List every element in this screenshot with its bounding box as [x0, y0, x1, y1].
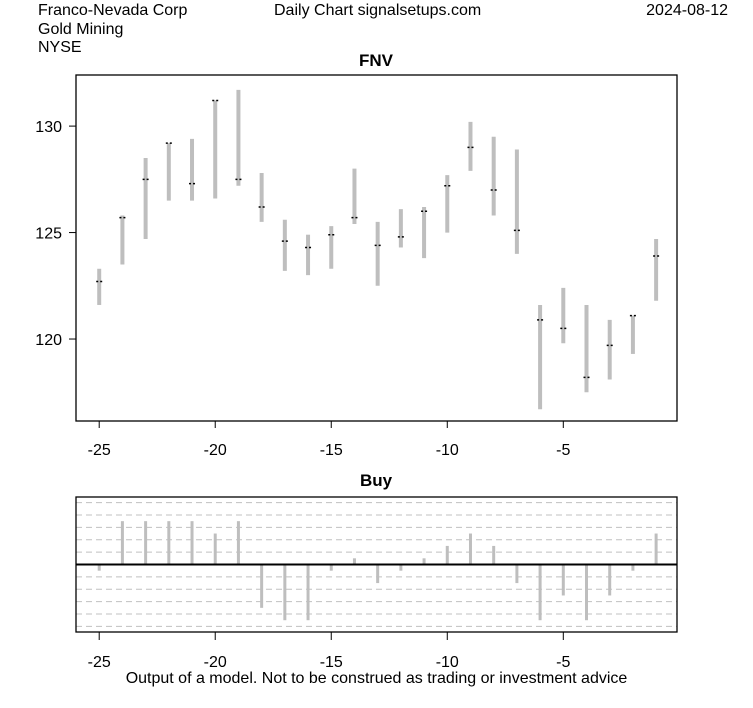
- chart-source: Daily Chart signalsetups.com: [274, 2, 482, 19]
- chart-date: 2024-08-12: [646, 2, 728, 19]
- exchange-label: NYSE: [38, 39, 82, 56]
- y-tick-label: 130: [35, 119, 62, 136]
- signal-plot-frame: [75, 496, 678, 633]
- y-tick-label: 125: [35, 226, 62, 243]
- x-tick-label: -5: [556, 654, 570, 671]
- sector-label: Gold Mining: [38, 21, 124, 38]
- signal-chart-title: Buy: [360, 471, 393, 490]
- x-tick-label: -15: [320, 654, 343, 671]
- disclaimer: Output of a model. Not to be construed a…: [125, 670, 628, 687]
- y-tick-label: 120: [35, 332, 62, 349]
- x-tick-label: -10: [436, 654, 459, 671]
- x-tick-label: -10: [436, 442, 459, 459]
- x-tick-label: -5: [556, 442, 570, 459]
- x-tick-label: -20: [204, 442, 227, 459]
- x-tick-label: -25: [88, 442, 111, 459]
- x-tick-label: -25: [88, 654, 111, 671]
- x-tick-label: -20: [204, 654, 227, 671]
- price-plot-frame: [75, 74, 678, 422]
- company-name: Franco-Nevada Corp: [38, 2, 188, 19]
- x-tick-label: -15: [320, 442, 343, 459]
- price-chart-title: FNV: [359, 51, 394, 70]
